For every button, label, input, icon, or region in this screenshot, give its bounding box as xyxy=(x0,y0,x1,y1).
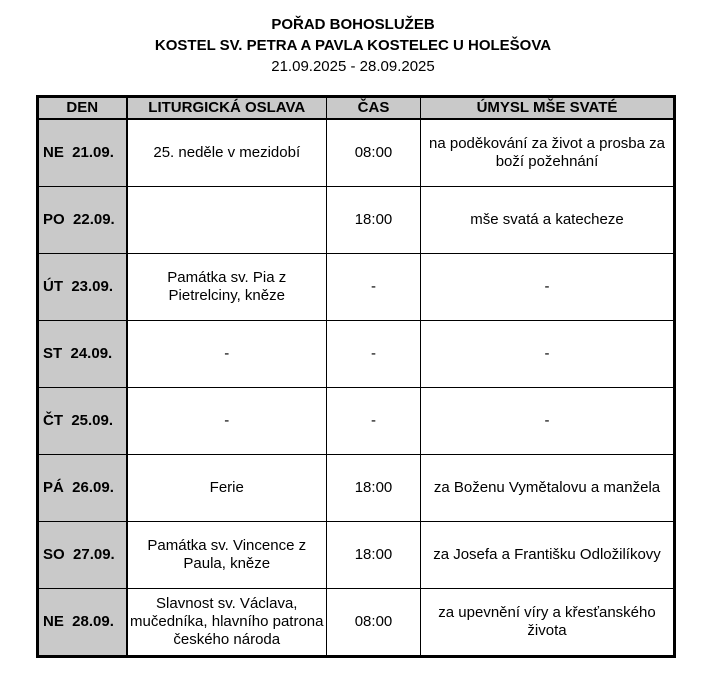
table-row: ÚT 23.09. Památka sv. Pia z Pietrelciny, … xyxy=(37,253,675,321)
table-row: SO 27.09. Památka sv. Vincence z Paula, k… xyxy=(37,521,675,589)
celebration-cell: Ferie xyxy=(126,454,327,522)
time-cell: 18:00 xyxy=(326,454,421,522)
intention-cell: za Josefa a Františku Odložilíkovy xyxy=(420,521,675,589)
time-cell: - xyxy=(326,387,421,455)
day-cell: PÁ 26.09. xyxy=(37,454,128,522)
intention-cell: - xyxy=(420,320,675,388)
date-range: 21.09.2025 - 28.09.2025 xyxy=(271,58,435,75)
day-cell: ČT 25.09. xyxy=(37,387,128,455)
intention-cell: za Boženu Vymětalovu a manžela xyxy=(420,454,675,522)
celebration-cell: Památka sv. Vincence z Paula, kněze xyxy=(126,521,327,589)
column-header-day: DEN xyxy=(37,96,128,120)
schedule-table: DEN LITURGICKÁ OSLAVA ČAS ÚMYSL MŠE SVAT… xyxy=(36,95,676,658)
celebration-cell: - xyxy=(126,387,327,455)
page-title: POŘAD BOHOSLUŽEB xyxy=(271,16,435,33)
time-cell: 08:00 xyxy=(326,588,421,657)
column-header-intention: ÚMYSL MŠE SVATÉ xyxy=(420,96,675,120)
day-cell: NE 28.09. xyxy=(37,588,128,657)
table-row: ČT 25.09. - - - xyxy=(37,387,675,455)
table-row: NE 21.09. 25. neděle v mezidobí 08:00 na po… xyxy=(37,118,675,187)
time-cell: 18:00 xyxy=(326,186,421,254)
day-cell: NE 21.09. xyxy=(37,118,128,187)
table-row: PO 22.09. 18:00 mše svatá a katecheze xyxy=(37,186,675,254)
table-row: ST 24.09. - - - xyxy=(37,320,675,388)
time-cell: 08:00 xyxy=(326,118,421,187)
time-cell: - xyxy=(326,253,421,321)
column-header-celebration: LITURGICKÁ OSLAVA xyxy=(126,96,327,120)
time-cell: - xyxy=(326,320,421,388)
day-cell: ÚT 23.09. xyxy=(37,253,128,321)
celebration-cell xyxy=(126,186,327,254)
celebration-cell: Slavnost sv. Václava, mučedníka, hlavníh… xyxy=(126,588,327,657)
intention-cell: - xyxy=(420,387,675,455)
table-row: NE 28.09. Slavnost sv. Václava, mučedníka… xyxy=(37,588,675,657)
table-row: PÁ 26.09. Ferie 18:00 za Boženu Vymětalovu … xyxy=(37,454,675,522)
church-name: KOSTEL SV. PETRA A PAVLA KOSTELEC U HOLE… xyxy=(154,37,552,54)
celebration-cell: Památka sv. Pia z Pietrelciny, kněze xyxy=(126,253,327,321)
time-cell: 18:00 xyxy=(326,521,421,589)
day-cell: ST 24.09. xyxy=(37,320,128,388)
column-header-time: ČAS xyxy=(326,96,421,120)
intention-cell: za upevnění víry a křesťanského života xyxy=(420,588,675,657)
intention-cell: - xyxy=(420,253,675,321)
intention-cell: mše svatá a katecheze xyxy=(420,186,675,254)
intention-cell: na poděkování za život a prosba za boží … xyxy=(420,118,675,187)
table-header-row: DEN LITURGICKÁ OSLAVA ČAS ÚMYSL MŠE SVAT… xyxy=(37,96,675,120)
celebration-cell: 25. neděle v mezidobí xyxy=(126,118,327,187)
celebration-cell: - xyxy=(126,320,327,388)
day-cell: SO 27.09. xyxy=(37,521,128,589)
day-cell: PO 22.09. xyxy=(37,186,128,254)
